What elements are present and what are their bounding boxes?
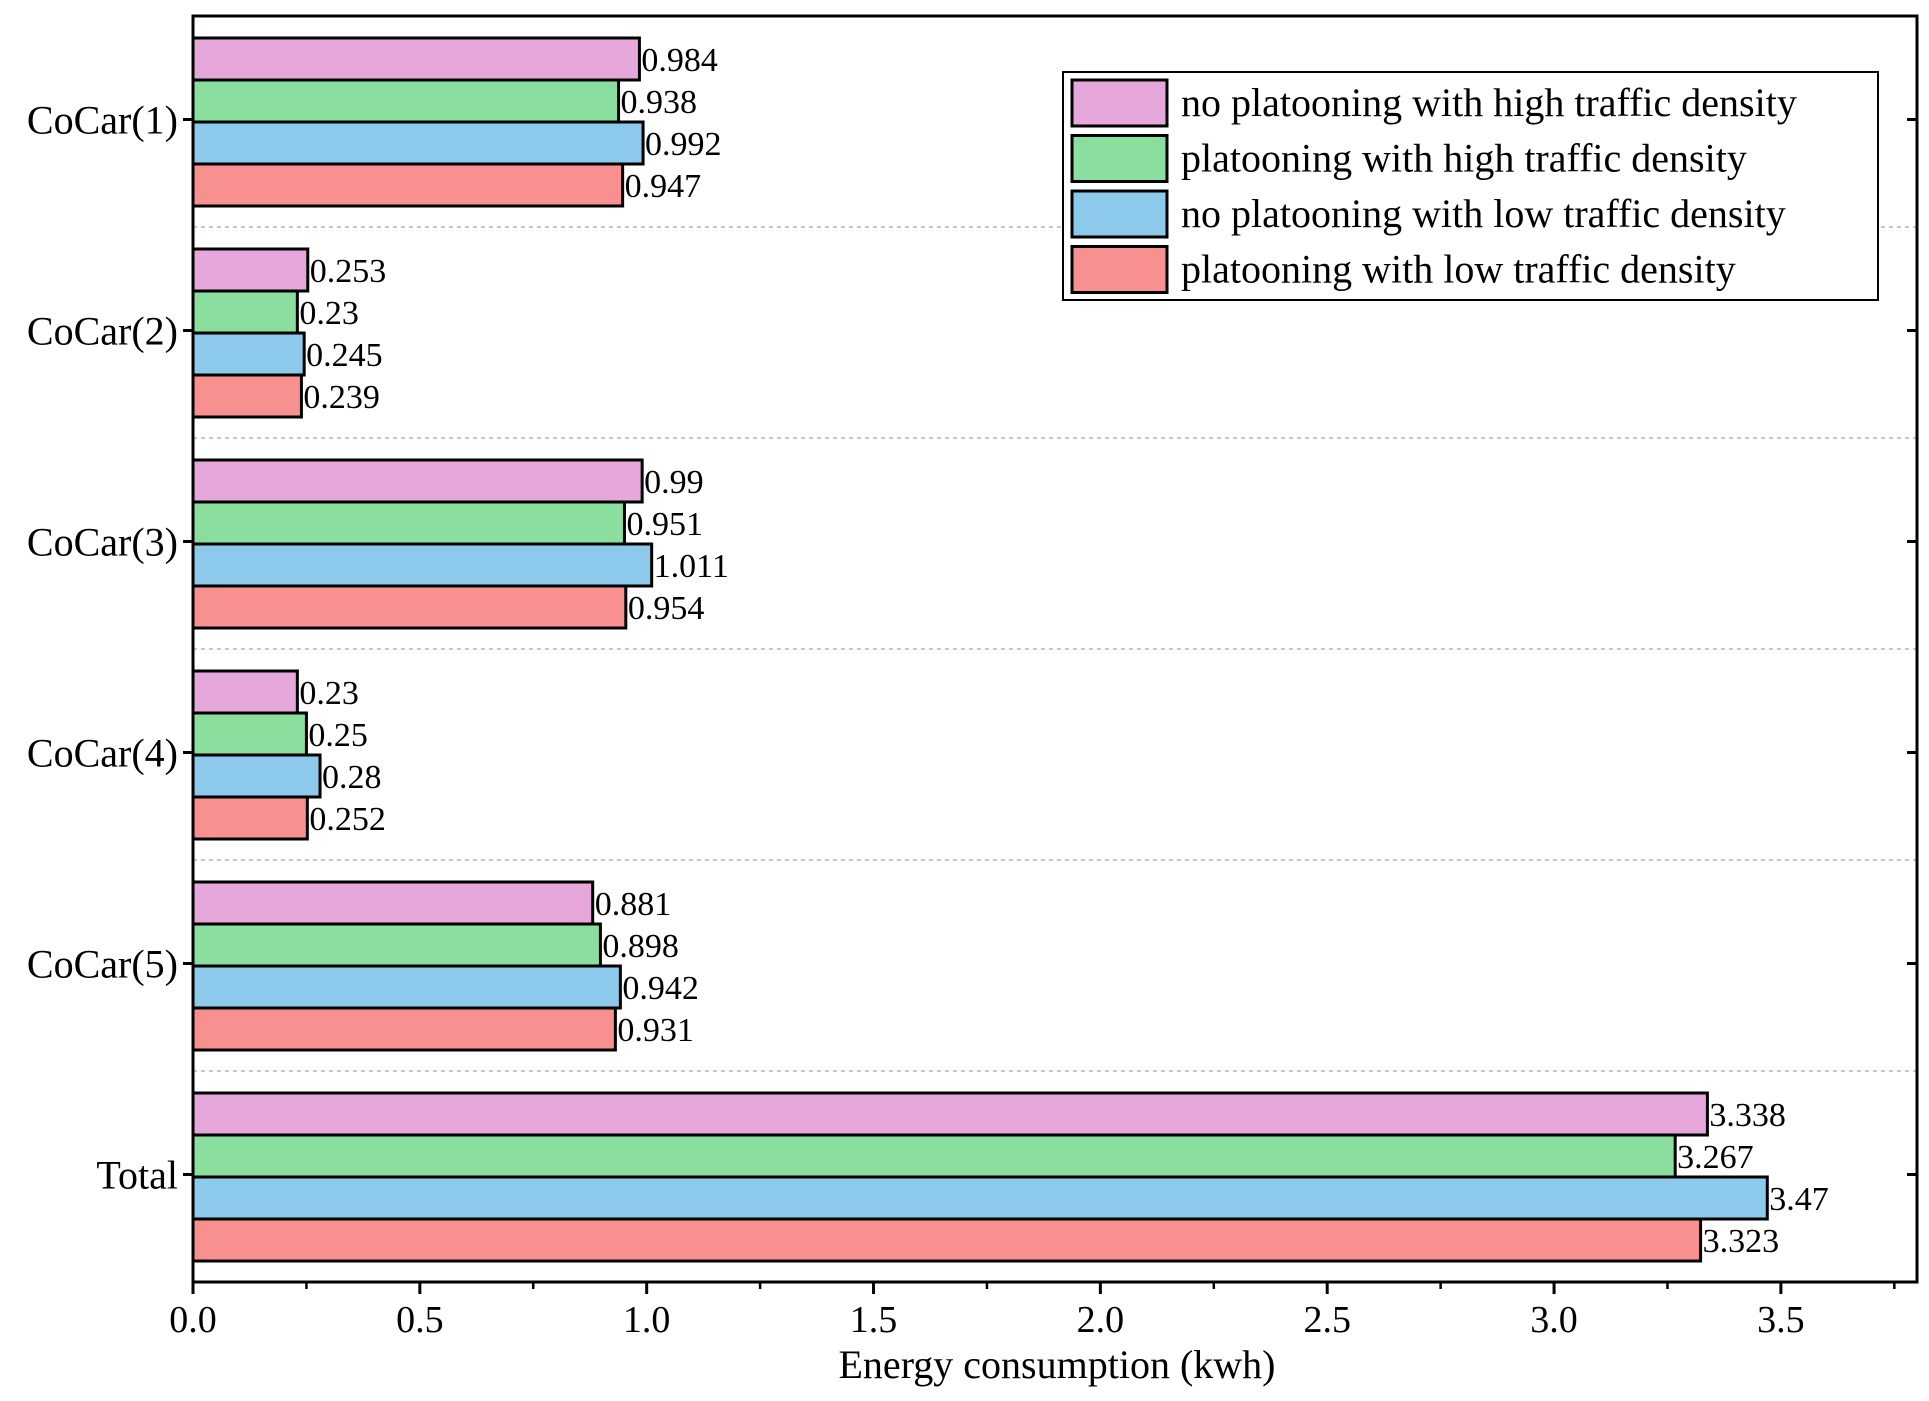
bars	[191, 36, 1769, 1263]
axes: CoCar(1) CoCar(2) CoCar(3) CoCar(4) CoCar(5)…	[27, 14, 1919, 1341]
legend-swatch	[1070, 134, 1169, 183]
legend-label: no platooning with low traffic density	[1181, 191, 1786, 236]
x-tick-label: 1.0	[623, 1299, 671, 1341]
data-label: 0.947	[625, 168, 702, 205]
legend: no platooning with high traffic density p…	[1062, 71, 1879, 301]
bar	[191, 1217, 1703, 1263]
bar	[191, 922, 602, 968]
category-label: CoCar(3)	[27, 520, 178, 565]
bar	[191, 373, 303, 419]
bar	[191, 795, 309, 841]
category-label: CoCar(1)	[27, 98, 178, 143]
bar	[191, 753, 322, 799]
x-tick-label: 2.0	[1077, 1299, 1125, 1341]
legend-swatch	[1070, 189, 1169, 239]
category-label: CoCar(2)	[27, 309, 178, 354]
data-label: 0.252	[309, 801, 386, 838]
bar	[191, 1133, 1677, 1179]
data-label: 3.47	[1769, 1181, 1829, 1218]
bar	[191, 880, 595, 926]
x-tick-label: 3.5	[1757, 1299, 1805, 1341]
legend-box	[1062, 71, 1879, 301]
legend-label: no platooning with high traffic density	[1181, 80, 1797, 125]
x-tick-label: 3.0	[1530, 1299, 1578, 1341]
data-label: 3.323	[1703, 1223, 1780, 1260]
data-label: 0.931	[617, 1012, 694, 1049]
data-label: 0.898	[602, 928, 679, 965]
data-label: 3.267	[1677, 1139, 1754, 1176]
plot-frame	[191, 14, 1919, 1284]
data-label: 0.245	[306, 337, 383, 374]
bar	[191, 78, 621, 124]
bar	[191, 458, 644, 504]
category-label: CoCar(4)	[27, 731, 178, 776]
data-label: 0.951	[626, 506, 703, 543]
bar	[191, 542, 654, 588]
bar	[191, 584, 628, 630]
bar	[191, 331, 306, 377]
data-label: 1.011	[654, 548, 729, 585]
x-axis-title: Energy consumption (kwh)	[839, 1342, 1276, 1387]
data-label: 0.28	[322, 759, 382, 796]
bar	[191, 711, 308, 757]
bar	[191, 1006, 617, 1052]
data-label: 0.239	[303, 379, 380, 416]
category-label: CoCar(5)	[27, 942, 178, 987]
legend-label: platooning with low traffic density	[1181, 247, 1736, 292]
bar	[191, 964, 622, 1010]
bar	[191, 289, 299, 335]
x-tick-label: 0.5	[396, 1299, 444, 1341]
data-label: 3.338	[1709, 1097, 1786, 1134]
data-label: 0.25	[308, 717, 368, 754]
bar	[191, 669, 299, 715]
legend-swatch	[1070, 245, 1169, 294]
data-label: 0.253	[310, 253, 387, 290]
bar	[191, 162, 625, 208]
bar	[191, 120, 645, 166]
bar	[191, 247, 310, 293]
data-label: 0.881	[595, 886, 672, 923]
bar	[191, 500, 626, 546]
x-tick-label: 0.0	[169, 1299, 217, 1341]
bar	[191, 1091, 1709, 1137]
x-tick-label: 2.5	[1303, 1299, 1351, 1341]
bar	[191, 1175, 1769, 1221]
x-tick-label: 1.5	[850, 1299, 898, 1341]
data-label: 0.954	[628, 590, 705, 627]
data-label: 0.984	[641, 42, 718, 79]
data-label: 0.23	[299, 675, 359, 712]
bar	[191, 36, 641, 82]
legend-swatch	[1070, 78, 1169, 128]
data-label: 0.938	[621, 84, 698, 121]
data-labels: 0.984 0.938 0.992 0.947 0.253 0.23 0.245 0.239 0…	[299, 42, 1828, 1260]
data-label: 0.992	[645, 126, 722, 163]
data-label: 0.23	[299, 295, 359, 332]
data-label: 0.99	[644, 464, 704, 501]
data-label: 0.942	[622, 970, 699, 1007]
legend-label: platooning with high traffic density	[1181, 136, 1747, 181]
category-label: Total	[96, 1153, 178, 1198]
